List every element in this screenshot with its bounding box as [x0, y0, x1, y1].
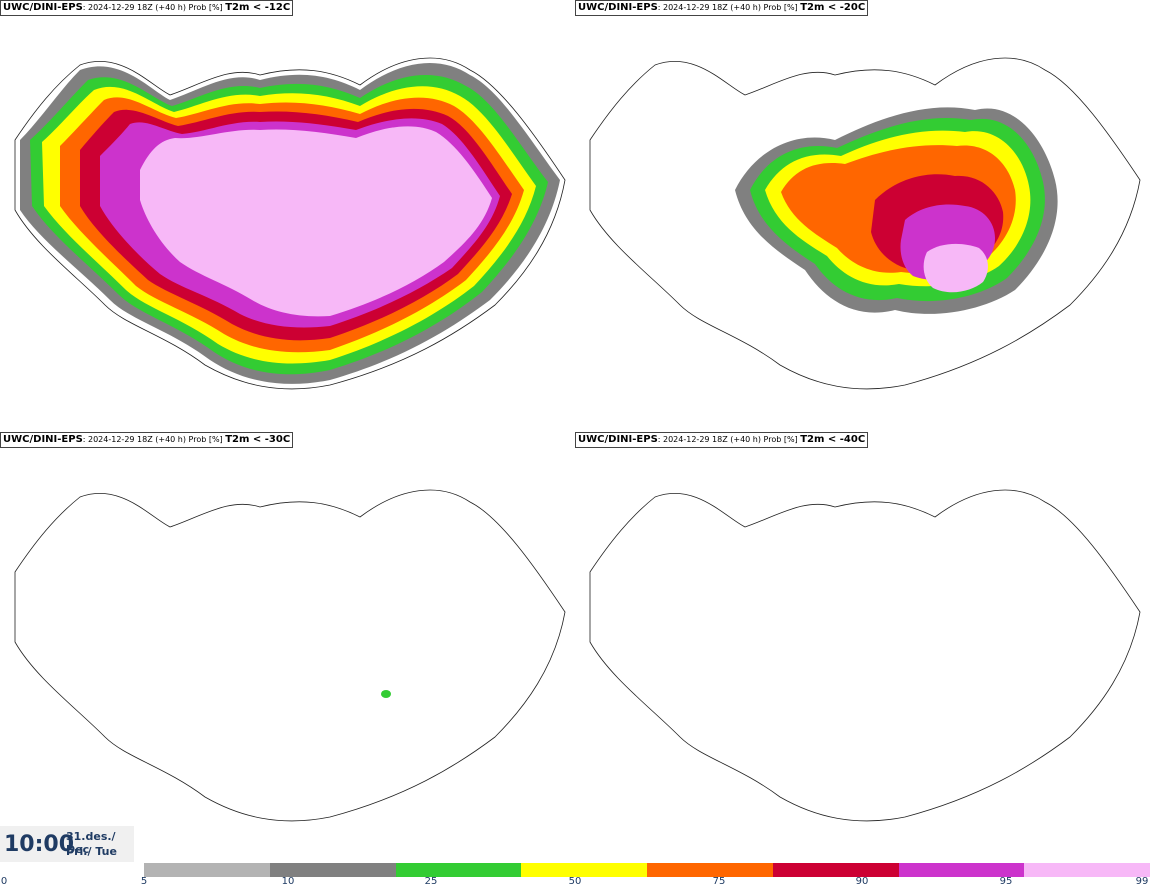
- coastline: [589, 57, 1141, 390]
- panel-title: UWC/DINI-EPS: 2024-12-29 18Z (+40 h) Pro…: [575, 432, 869, 448]
- threshold-label: T2m < -30C: [225, 434, 291, 445]
- threshold-label: T2m < -40C: [800, 434, 866, 445]
- legend-seg-10-25: [269, 863, 396, 877]
- model-source-label: UWC/DINI-EPS: [578, 434, 658, 445]
- legend-seg-25-50: [395, 863, 522, 877]
- map-panel-t2m-minus12: UWC/DINI-EPS: 2024-12-29 18Z (+40 h) Pro…: [0, 0, 575, 432]
- run-meta-label: : 2024-12-29 18Z (+40 h) Prob [%]: [82, 435, 226, 444]
- panel-title: UWC/DINI-EPS: 2024-12-29 18Z (+40 h) Pro…: [575, 0, 869, 16]
- panel-title: UWC/DINI-EPS: 2024-12-29 18Z (+40 h) Pro…: [0, 0, 294, 16]
- small-green-patch: [381, 690, 391, 698]
- threshold-label: T2m < -20C: [800, 2, 866, 13]
- model-source-label: UWC/DINI-EPS: [3, 434, 83, 445]
- legend-seg-99: [1024, 863, 1150, 877]
- legend-seg-95-99: [898, 863, 1025, 877]
- run-meta-label: : 2024-12-29 18Z (+40 h) Prob [%]: [82, 3, 226, 12]
- legend-tick: 5: [140, 876, 148, 887]
- pink-core: [140, 126, 492, 317]
- pink-core: [923, 243, 988, 293]
- iceland-map-minus40: [589, 489, 1141, 822]
- coastline: [14, 57, 566, 390]
- legend-seg-75-90: [647, 863, 773, 877]
- map-panel-t2m-minus40: UWC/DINI-EPS: 2024-12-29 18Z (+40 h) Pro…: [575, 432, 1150, 864]
- model-source-label: UWC/DINI-EPS: [578, 2, 658, 13]
- legend-tick: 50: [568, 876, 582, 887]
- iceland-map-minus20: [589, 57, 1141, 390]
- probability-legend: [144, 863, 1150, 877]
- iceland-map-minus12: [14, 57, 566, 390]
- run-meta-label: : 2024-12-29 18Z (+40 h) Prob [%]: [657, 435, 801, 444]
- legend-seg-90-95: [772, 863, 899, 877]
- valid-time: 10:00: [4, 832, 75, 857]
- run-meta-label: : 2024-12-29 18Z (+40 h) Prob [%]: [657, 3, 801, 12]
- legend-tick: 25: [424, 876, 438, 887]
- legend-tick: 75: [712, 876, 726, 887]
- legend-seg-5-10: [144, 863, 270, 877]
- coastline: [14, 489, 566, 822]
- legend-tick: 0: [0, 876, 8, 887]
- legend-tick: 90: [855, 876, 869, 887]
- legend-seg-50-75: [521, 863, 647, 877]
- coastline: [589, 489, 1141, 822]
- model-source-label: UWC/DINI-EPS: [3, 2, 83, 13]
- legend-tick: 10: [281, 876, 295, 887]
- panel-title: UWC/DINI-EPS: 2024-12-29 18Z (+40 h) Pro…: [0, 432, 294, 448]
- map-panel-t2m-minus20: UWC/DINI-EPS: 2024-12-29 18Z (+40 h) Pro…: [575, 0, 1150, 432]
- threshold-label: T2m < -12C: [225, 2, 291, 13]
- legend-tick: 99: [1135, 876, 1149, 887]
- valid-day: Þri./ Tue: [66, 845, 117, 858]
- legend-tick: 95: [999, 876, 1013, 887]
- valid-date: 31.des./ Dec: [66, 830, 116, 856]
- valid-time-box: 10:00 31.des./ Dec Þri./ Tue: [0, 826, 134, 862]
- map-panel-t2m-minus30: UWC/DINI-EPS: 2024-12-29 18Z (+40 h) Pro…: [0, 432, 575, 864]
- iceland-map-minus30: [14, 489, 566, 822]
